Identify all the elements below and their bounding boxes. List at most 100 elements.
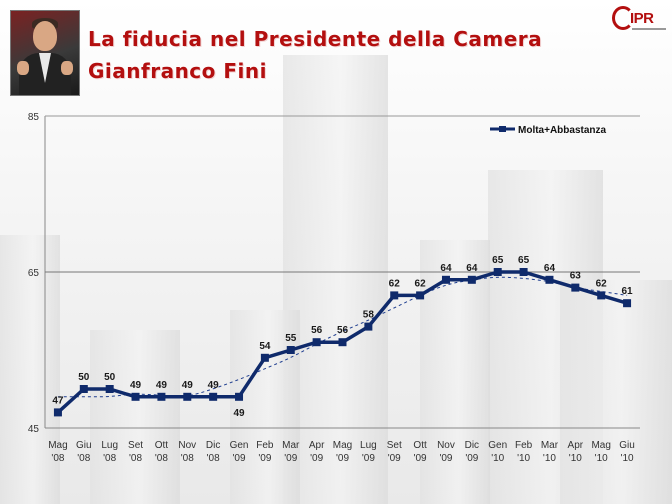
chart-title-line-2: Gianfranco Fini [88,59,267,83]
data-label: 62 [389,278,401,289]
x-tick-label-year: '10 [491,453,504,464]
data-point [131,392,140,401]
x-tick-label-month: Mag [48,440,67,451]
y-tick-labels: 45 65 85 [28,112,40,435]
chart-title-line-1: La fiducia nel Presidente della Camera [88,27,543,51]
background-bar-shape [283,55,388,504]
trend-line [57,276,628,398]
x-tick-label-year: '08 [129,453,142,464]
data-point [157,392,166,401]
data-point [390,291,399,300]
data-point [571,283,580,292]
data-point [545,275,554,284]
x-tick-label-year: '09 [388,453,401,464]
x-tick-label-month: Lug [101,440,118,451]
x-tick-label-month: Nov [178,440,196,451]
data-label: 49 [233,408,245,419]
data-label: 64 [466,263,478,274]
x-tick-label-month: Mar [282,440,300,451]
data-label: 65 [518,255,530,266]
data-point [467,275,476,284]
data-point [260,353,269,362]
data-point [493,268,502,276]
data-point [209,392,218,401]
x-tick-label-year: '10 [543,453,556,464]
x-tick-label-year: '09 [232,453,245,464]
data-label: 50 [78,372,90,383]
background-bar-shape [90,330,180,504]
data-point [416,291,425,300]
x-tick-label-month: Gen [230,440,249,451]
x-tick-label-year: '09 [336,453,349,464]
x-tick-label-year: '09 [258,453,271,464]
data-label: 62 [596,278,608,289]
x-tick-label-month: Giu [76,440,92,451]
data-point [441,275,450,284]
data-label: 47 [52,395,64,406]
x-tick-label-year: '09 [310,453,323,464]
x-tick-label-year: '08 [51,453,64,464]
x-tick-label-month: Dic [206,440,220,451]
x-tick-label-month: Feb [256,440,274,451]
data-labels: 47 50 50 49 49 49 49 49 54 55 56 56 58 62 62 64 64 65 65 64… [52,255,633,419]
data-point [312,338,321,347]
x-tick-label-month: Mag [591,440,610,451]
x-tick-label-year: '09 [439,453,452,464]
x-tick-label-month: Nov [437,440,455,451]
x-tick-label-month: Ott [413,440,427,451]
data-label: 49 [130,380,142,391]
x-tick-label-year: '08 [155,453,168,464]
data-label: 56 [311,325,323,336]
background-bar-shape [230,310,300,504]
x-tick-label-month: Apr [568,440,584,451]
data-label: 55 [285,333,297,344]
data-label: 56 [337,325,349,336]
data-label: 49 [182,380,194,391]
x-tick-label-year: '09 [414,453,427,464]
background-bar-shape [560,280,672,504]
x-tick-label-month: Mar [541,440,559,451]
data-label: 65 [492,255,504,266]
x-tick-label-month: Ott [155,440,169,451]
x-tick-label-year: '09 [465,453,478,464]
x-tick-label-month: Giu [619,440,635,451]
x-tick-label-year: '08 [181,453,194,464]
data-point [597,291,606,300]
data-label: 54 [259,341,271,352]
x-tick-label-year: '08 [77,453,90,464]
x-tick-label-month: Lug [360,440,377,451]
data-label: 58 [363,310,375,321]
x-tick-label-year: '08 [207,453,220,464]
x-tick-label-year: '08 [103,453,116,464]
data-point [183,392,192,401]
portrait-photo [10,10,80,96]
x-tick-label-year: '09 [362,453,375,464]
logo-text: IPR [630,10,654,27]
x-tick-label-year: '10 [517,453,530,464]
legend: Molta+Abbastanza [490,125,607,136]
data-point [235,392,244,401]
y-tick-label: 85 [28,112,40,123]
data-point [286,346,295,354]
ipr-logo-icon: IPR [612,4,668,36]
background-bar-shape [420,240,490,504]
data-point [364,322,373,331]
background-bar-shape [0,235,60,504]
x-tick-label-month: Dic [465,440,479,451]
x-tick-label-year: '09 [284,453,297,464]
x-tick-label-year: '10 [621,453,634,464]
x-tick-label-month: Gen [488,440,507,451]
data-point [623,299,632,308]
data-label: 64 [544,263,556,274]
x-tick-label-month: Feb [515,440,533,451]
series-markers [53,268,632,417]
plot-frame [44,115,640,429]
x-tick-label-month: Set [128,440,143,451]
x-tick-label-month: Set [387,440,402,451]
data-label: 61 [622,286,634,297]
data-point [338,338,347,347]
data-point [105,385,114,393]
data-point [53,408,62,417]
data-label: 49 [156,380,168,391]
